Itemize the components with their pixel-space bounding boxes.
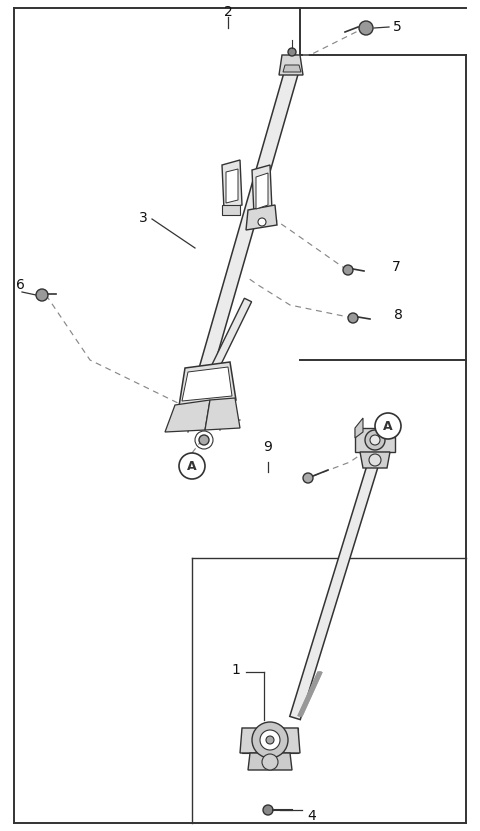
Text: A: A [187, 460, 197, 473]
Polygon shape [360, 452, 390, 468]
Circle shape [375, 413, 401, 439]
Polygon shape [201, 298, 252, 391]
Circle shape [260, 730, 280, 750]
Circle shape [288, 48, 296, 56]
Circle shape [369, 454, 381, 466]
Polygon shape [252, 165, 272, 215]
Polygon shape [298, 671, 319, 716]
Circle shape [258, 218, 266, 226]
Polygon shape [355, 428, 395, 452]
Polygon shape [299, 671, 321, 716]
Text: 4: 4 [307, 809, 316, 823]
Polygon shape [387, 418, 396, 438]
Polygon shape [283, 65, 301, 72]
Polygon shape [300, 671, 322, 716]
Text: 5: 5 [393, 20, 402, 34]
Circle shape [179, 453, 205, 479]
Polygon shape [222, 205, 240, 215]
Circle shape [199, 435, 209, 445]
Text: 1: 1 [231, 663, 240, 677]
Polygon shape [256, 173, 268, 209]
Polygon shape [299, 671, 320, 716]
Circle shape [303, 473, 313, 483]
Polygon shape [242, 728, 254, 753]
Polygon shape [205, 398, 240, 430]
Circle shape [266, 736, 274, 744]
Polygon shape [301, 671, 323, 716]
Circle shape [252, 722, 288, 758]
Polygon shape [298, 671, 320, 716]
Polygon shape [355, 418, 363, 438]
Text: 6: 6 [15, 278, 24, 292]
Circle shape [359, 21, 373, 35]
Circle shape [343, 265, 353, 275]
Polygon shape [298, 671, 319, 716]
Polygon shape [165, 400, 210, 432]
Polygon shape [226, 169, 238, 203]
Polygon shape [300, 671, 322, 716]
Circle shape [262, 754, 278, 770]
Polygon shape [248, 753, 292, 770]
Polygon shape [222, 160, 242, 210]
Text: 9: 9 [264, 440, 273, 454]
Circle shape [348, 313, 358, 323]
Polygon shape [193, 68, 299, 392]
Polygon shape [300, 671, 321, 716]
Polygon shape [300, 671, 321, 716]
Polygon shape [246, 205, 277, 230]
Circle shape [370, 435, 380, 445]
Text: 7: 7 [392, 260, 401, 274]
Polygon shape [279, 55, 303, 75]
Text: A: A [383, 420, 393, 432]
Circle shape [263, 805, 273, 815]
Polygon shape [179, 362, 236, 406]
Polygon shape [240, 728, 300, 753]
Text: 8: 8 [394, 308, 403, 322]
Text: 2: 2 [224, 5, 232, 19]
Circle shape [36, 289, 48, 301]
Text: 3: 3 [139, 211, 148, 225]
Polygon shape [286, 728, 298, 753]
Polygon shape [182, 367, 232, 401]
Polygon shape [290, 456, 380, 720]
Circle shape [365, 430, 385, 450]
